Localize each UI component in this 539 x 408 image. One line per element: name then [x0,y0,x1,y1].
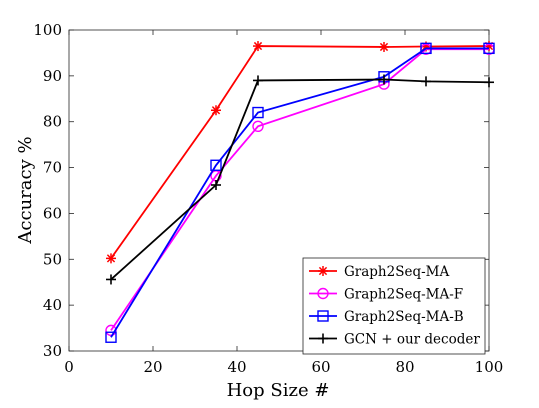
y-tick-label: 70 [43,159,62,177]
x-tick-label: 40 [227,358,246,376]
legend-label: Graph2Seq-MA-F [344,287,463,303]
legend: Graph2Seq-MA Graph2Seq-MA-F Graph2Seq-MA-B… [302,257,486,355]
series-line [110,45,490,259]
y-axis: 30 40 50 60 70 80 90 100 [33,21,489,360]
marker-square [483,42,495,55]
legend-label: GCN + our decoder [344,332,480,348]
legend-item: Graph2Seq-MA-B [309,309,464,325]
data-point [484,77,494,88]
marker-circle [252,120,264,133]
y-tick-label: 60 [43,204,62,222]
x-axis: 0 20 40 60 80 100 [64,30,503,376]
legend-label: Graph2Seq-MA [344,264,449,280]
data-point [105,331,117,343]
y-tick-label: 80 [43,113,62,131]
data-point [379,41,389,52]
marker-ast-d2 [253,41,263,51]
x-tick-label: 80 [395,358,414,376]
data-point [210,159,222,171]
legend-swatch-marker [318,266,328,276]
series-line [110,78,490,281]
marker-square [317,310,329,322]
data-point [253,41,263,52]
x-tick-label: 20 [143,358,162,376]
legend-label: Graph2Seq-MA-B [344,309,464,325]
x-tick-label: 0 [64,358,74,376]
marker-circle [317,287,329,300]
marker-square [252,106,264,119]
legend-swatch-marker [317,310,329,322]
marker-square [420,42,432,55]
y-tick-label: 90 [43,67,62,85]
data-point [211,105,221,116]
data-point [253,75,263,86]
data-point [379,74,389,85]
series-4 [106,74,494,285]
legend-swatch-marker [317,287,329,300]
y-tick-label: 40 [43,296,62,314]
y-axis-label: Accuracy % [15,136,36,244]
marker-ast-d2 [379,42,389,52]
legend-swatch-marker [318,333,328,344]
data-point [252,106,264,119]
y-tick-label: 100 [33,21,62,39]
data-point [420,42,432,55]
x-tick-label: 100 [475,358,504,376]
y-tick-label: 50 [43,250,62,268]
data-point [483,42,495,55]
legend-item: Graph2Seq-MA-F [309,287,463,303]
series-3 [105,42,495,343]
x-axis-label: Hop Size # [227,380,330,401]
marker-square [210,159,222,171]
data-point [252,120,264,133]
marker-square [105,331,117,343]
data-point [421,76,431,87]
data-point [106,253,116,264]
data-point [211,179,221,190]
marker-ast-d2 [106,254,116,263]
data-point [106,274,116,285]
y-tick-label: 30 [43,342,62,360]
series-layer [105,41,495,343]
marker-ast-d2 [211,106,221,115]
legend-item: GCN + our decoder [309,332,480,348]
series-line [110,47,489,338]
marker-ast-d2 [318,266,328,276]
legend-item: Graph2Seq-MA [309,264,449,280]
x-tick-label: 60 [311,358,330,376]
